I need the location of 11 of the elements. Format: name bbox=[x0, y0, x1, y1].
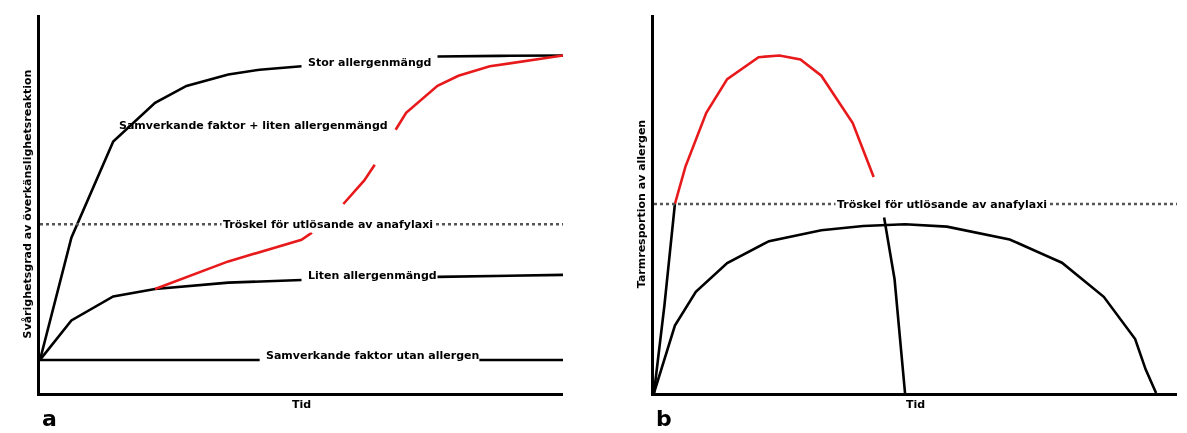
y-axis-title: Tarmresportion av allergen bbox=[634, 119, 648, 289]
ref-line-label: Tröskel för utlösande av anafylaxi bbox=[837, 198, 1047, 211]
x-axis-title: Tid bbox=[291, 398, 312, 412]
text: a bbox=[42, 406, 57, 431]
x-axis-title: Tid bbox=[905, 398, 926, 412]
text: b bbox=[656, 406, 672, 431]
ref-line-label: Tröskel för utlösande av anafylaxi bbox=[223, 218, 433, 231]
series-label: Stor allergenmängd bbox=[308, 56, 432, 69]
series-label: Liten allergenmängd bbox=[308, 269, 437, 282]
y-axis-title: Svårighetsgrad av överkänslighetsreaktion bbox=[20, 69, 34, 339]
series-label: Samverkande faktor utan allergen bbox=[266, 349, 480, 362]
